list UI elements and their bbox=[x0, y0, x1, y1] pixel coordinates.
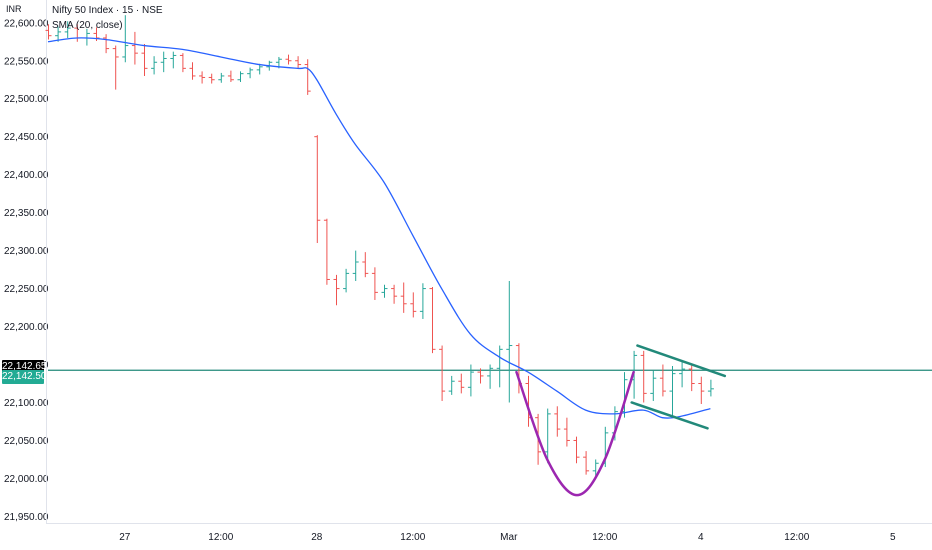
ohlc-bar bbox=[333, 274, 340, 306]
ohlc-bar bbox=[218, 72, 225, 83]
flag-upper-trendline[interactable] bbox=[636, 344, 727, 378]
y-tick-label: 22,100.00 bbox=[4, 398, 49, 409]
sma-line bbox=[47, 37, 711, 419]
ohlc-bar bbox=[247, 67, 254, 79]
ohlc-bar bbox=[679, 361, 686, 388]
ohlc-bar bbox=[688, 364, 695, 392]
x-tick-label: 5 bbox=[890, 532, 896, 543]
ohlc-bar bbox=[103, 34, 110, 54]
ohlc-bar bbox=[371, 267, 378, 300]
x-tick-label: 12:00 bbox=[400, 532, 425, 543]
ohlc-bar bbox=[669, 366, 676, 418]
ohlc-bar bbox=[659, 364, 666, 397]
y-tick-label: 22,550.00 bbox=[4, 56, 49, 67]
ohlc-bar bbox=[573, 436, 580, 464]
ohlc-bar bbox=[64, 21, 71, 38]
x-tick-label: 12:00 bbox=[208, 532, 233, 543]
sma-path bbox=[47, 37, 711, 419]
ohlc-bar bbox=[419, 283, 426, 319]
cup-curve[interactable] bbox=[515, 370, 635, 497]
x-tick-label: Mar bbox=[500, 532, 518, 543]
ohlc-bar bbox=[439, 345, 446, 401]
y-tick-label: 22,350.00 bbox=[4, 208, 49, 219]
y-tick-label: 22,450.00 bbox=[4, 132, 49, 143]
y-tick-label: 22,600.00 bbox=[4, 18, 49, 29]
ohlc-bar bbox=[170, 51, 177, 69]
y-tick-label: 22,050.00 bbox=[4, 436, 49, 447]
ohlc-bar bbox=[400, 282, 407, 313]
ohlc-bar bbox=[208, 73, 215, 84]
ohlc-bar bbox=[410, 292, 417, 318]
y-tick-label: 22,400.00 bbox=[4, 170, 49, 181]
y-tick-label: 22,300.00 bbox=[4, 246, 49, 257]
ohlc-bar bbox=[448, 375, 455, 395]
ohlc-bar bbox=[189, 62, 196, 80]
ohlc-bar bbox=[304, 59, 311, 95]
ohlc-bar bbox=[496, 345, 503, 388]
x-tick-label: 28 bbox=[311, 532, 323, 543]
ohlc-bar bbox=[199, 71, 206, 84]
ohlc-bar bbox=[55, 26, 62, 42]
y-tick-label: 21,950.00 bbox=[4, 512, 49, 523]
ohlc-bar bbox=[122, 15, 129, 63]
last-close-label: 22,142.50 bbox=[2, 370, 47, 385]
ohlc-bar bbox=[45, 24, 52, 40]
ohlc-bar bbox=[544, 408, 551, 464]
x-tick-label: 4 bbox=[698, 532, 704, 543]
ohlc-bar bbox=[381, 284, 388, 298]
ohlc-bar bbox=[458, 373, 465, 394]
y-tick-label: 22,000.00 bbox=[4, 474, 49, 485]
x-tick-label: 12:00 bbox=[592, 532, 617, 543]
indicator-legend[interactable]: SMA (20, close) bbox=[52, 20, 123, 31]
candles bbox=[45, 15, 714, 477]
x-tick-label: 27 bbox=[119, 532, 131, 543]
ohlc-bar bbox=[237, 71, 244, 83]
ohlc-bar bbox=[698, 376, 705, 405]
y-axis[interactable]: 22,600.00 22,550.00 22,500.00 22,450.00 22,4… bbox=[4, 18, 49, 523]
ohlc-bar bbox=[295, 56, 302, 69]
ohlc-bar bbox=[391, 284, 398, 304]
symbol-title[interactable]: Nifty 50 Index · 15 · NSE bbox=[52, 5, 163, 16]
y-tick-label: 22,200.00 bbox=[4, 322, 49, 333]
ohlc-bar bbox=[592, 459, 599, 477]
ohlc-bar bbox=[131, 31, 138, 65]
ohlc-bar bbox=[112, 45, 119, 90]
x-axis[interactable]: 27 12:00 28 12:00 Mar 12:00 4 12:00 5 bbox=[119, 532, 896, 543]
ohlc-bar bbox=[477, 368, 484, 384]
ohlc-bar bbox=[83, 28, 90, 46]
ohlc-bar bbox=[352, 250, 359, 281]
ohlc-bar bbox=[227, 70, 234, 83]
y-tick-label: 22,250.00 bbox=[4, 284, 49, 295]
ohlc-bar bbox=[554, 406, 561, 437]
ohlc-bar bbox=[707, 379, 714, 397]
ohlc-bar bbox=[640, 350, 647, 403]
ohlc-bar bbox=[160, 51, 167, 73]
ohlc-bar bbox=[650, 370, 657, 401]
ohlc-bar bbox=[285, 54, 292, 65]
ohlc-bar bbox=[506, 280, 513, 403]
drawings[interactable] bbox=[515, 344, 727, 497]
flag-lower-trendline[interactable] bbox=[630, 401, 709, 430]
currency-label: INR bbox=[6, 4, 22, 14]
ohlc-bar bbox=[314, 135, 321, 244]
ohlc-bar bbox=[429, 287, 436, 354]
ohlc-bar bbox=[151, 56, 158, 75]
ohlc-bar bbox=[583, 451, 590, 475]
ohlc-bar bbox=[179, 53, 186, 73]
ohlc-bar bbox=[343, 268, 350, 293]
y-tick-label: 22,500.00 bbox=[4, 94, 49, 105]
ohlc-bar bbox=[256, 63, 263, 75]
ohlc-bar bbox=[563, 417, 570, 447]
ohlc-bar bbox=[323, 218, 330, 285]
ohlc-bar bbox=[362, 252, 369, 278]
ohlc-bar bbox=[487, 364, 494, 389]
ohlc-bar bbox=[467, 364, 474, 397]
ohlc-bar bbox=[141, 44, 148, 76]
x-tick-label: 12:00 bbox=[784, 532, 809, 543]
